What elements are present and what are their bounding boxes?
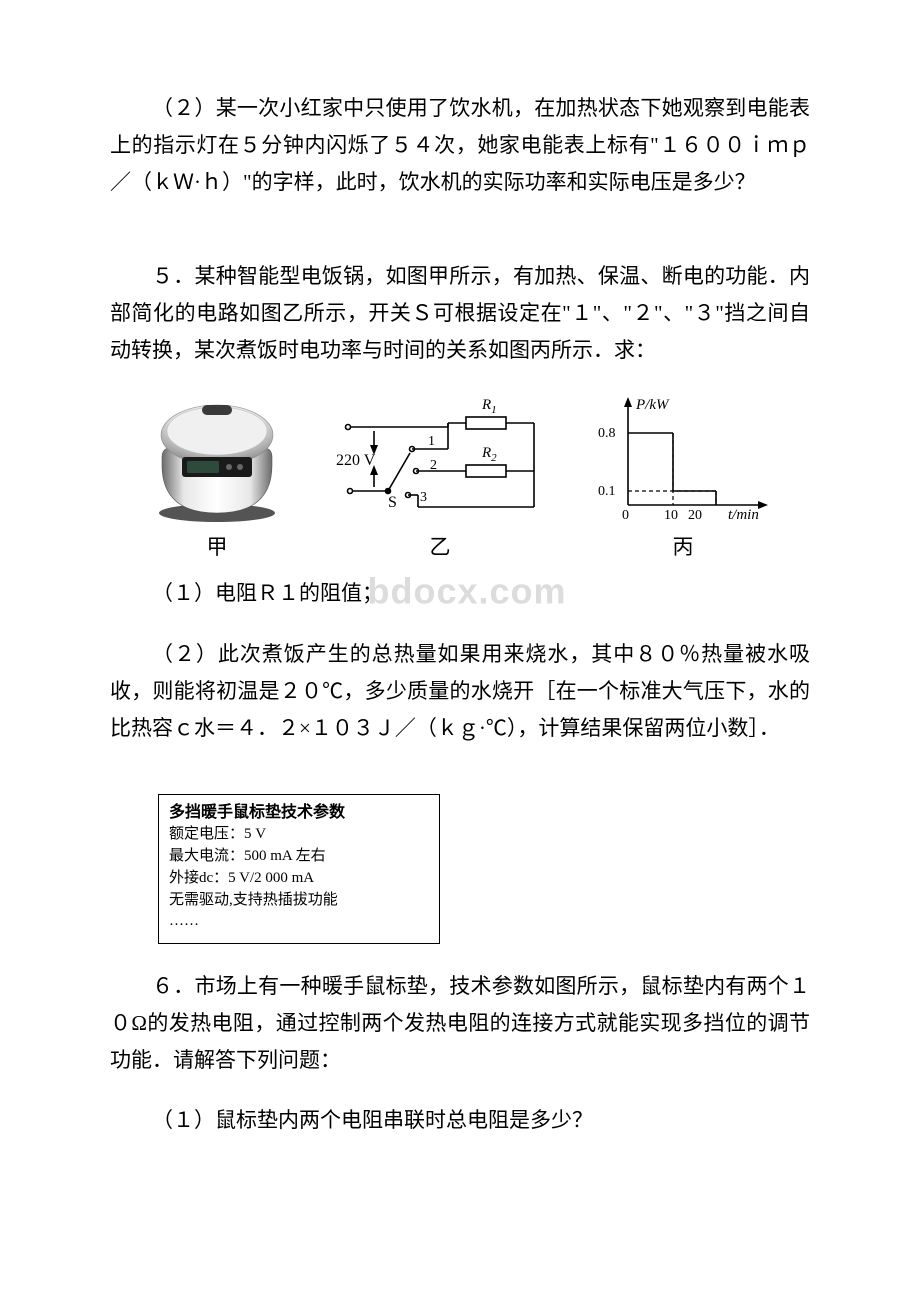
q6-part1: （１）鼠标垫内两个电阻串联时总电阻是多少？ [110,1102,810,1139]
spec-l1: 额定电压：5 V [169,824,429,846]
r2-label: R2 [481,445,497,464]
xlabel: t/min [728,507,759,523]
q4-part2: （２）某一次小红家中只使用了饮水机，在加热状态下她观察到电能表上的指示灯在５分钟… [110,90,810,200]
q5-figures: 甲 [110,395,810,566]
rice-cooker-image [142,395,292,525]
voltage-label: 220 V [336,452,376,469]
power-chart: P/kW 0.8 0.1 0 10 20 t/min [588,395,778,525]
q5-part1-line: bdocx.com （１）电阻Ｒ１的阻值； [110,575,810,612]
spec-box: 多挡暖手鼠标垫技术参数 额定电压：5 V 最大电流：500 mA 左右 外接dc… [158,794,440,944]
q5-part2: （２）此次煮饭产生的总热量如果用来烧水，其中８０％热量被水吸收，则能将初温是２０… [110,636,810,746]
r1-label: R1 [481,397,497,416]
pos2: 2 [430,458,437,473]
pos1: 1 [428,434,435,449]
fig-jia-caption: 甲 [207,529,228,566]
circuit-diagram: 220 V R1 R2 1 2 3 S [330,395,550,525]
spec-l4: 无需驱动,支持热插拔功能 [169,890,429,912]
xtick-20: 20 [688,508,702,523]
ylabel: P/kW [635,397,670,413]
spec-title: 多挡暖手鼠标垫技术参数 [169,801,429,824]
fig-yi: 220 V R1 R2 1 2 3 S 乙 [330,395,550,566]
q5-stem: ５．某种智能型电饭锅，如图甲所示，有加热、保温、断电的功能．内部简化的电路如图乙… [110,258,810,368]
fig-bing-caption: 丙 [673,529,694,566]
q5-part1: （１）电阻Ｒ１的阻值； [152,581,383,605]
ytick-0-8: 0.8 [598,426,616,441]
spec-l2: 最大电流：500 mA 左右 [169,846,429,868]
fig-jia: 甲 [142,395,292,566]
ytick-0-1: 0.1 [598,484,616,499]
q6-stem: ６．市场上有一种暖手鼠标垫，技术参数如图所示，鼠标垫内有两个１０Ω的发热电阻，通… [110,968,810,1078]
page: （２）某一次小红家中只使用了饮水机，在加热状态下她观察到电能表上的指示灯在５分钟… [0,0,920,1207]
spec-l5: …… [169,911,429,933]
xtick-10: 10 [664,508,678,523]
fig-bing: P/kW 0.8 0.1 0 10 20 t/min 丙 [588,395,778,566]
spec-l3: 外接dc：5 V/2 000 mA [169,868,429,890]
s-label: S [388,494,397,511]
xtick-0: 0 [622,508,629,523]
pos3: 3 [420,490,427,505]
